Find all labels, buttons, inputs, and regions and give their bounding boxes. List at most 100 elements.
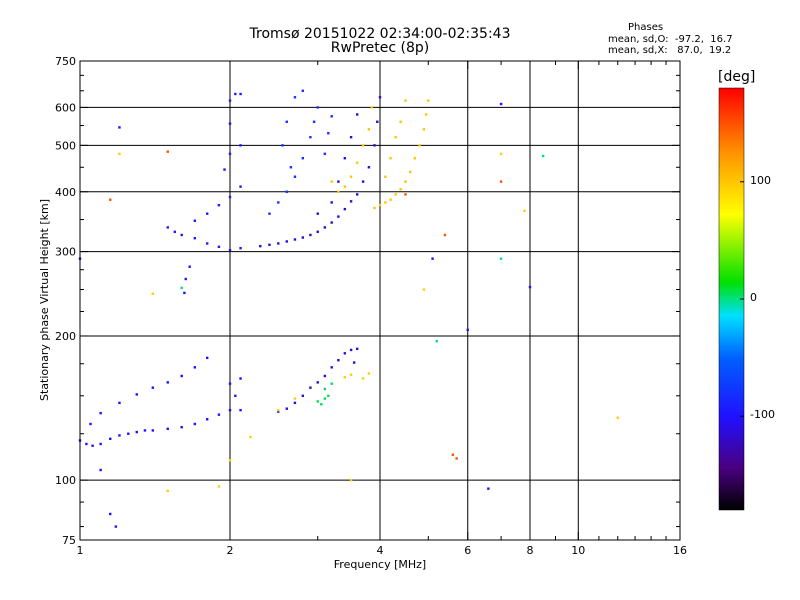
echo-point xyxy=(349,135,353,139)
echo-point xyxy=(268,212,271,215)
echo-point xyxy=(193,366,197,369)
echo-point xyxy=(293,238,297,241)
echo-point xyxy=(85,442,88,446)
echo-point xyxy=(277,242,280,245)
echo-point xyxy=(166,226,169,229)
y-axis-label: Stationary phase Virtual Height [km] xyxy=(38,199,51,401)
o-mode-stats: mean, sd,O: -97.2, 16.7 xyxy=(608,34,733,45)
echo-point xyxy=(394,135,397,139)
echo-point xyxy=(316,400,319,403)
echo-point xyxy=(188,265,191,268)
echo-point xyxy=(355,347,359,351)
echo-point xyxy=(239,246,242,250)
echo-point xyxy=(455,457,458,460)
echo-point xyxy=(409,170,412,174)
colorbar-tick-label: 0 xyxy=(750,291,757,304)
echo-point xyxy=(361,180,365,183)
echo-point xyxy=(355,161,359,164)
echo-point xyxy=(180,425,183,429)
echo-point xyxy=(228,122,232,125)
echo-point xyxy=(277,408,280,412)
x-axis-label: Frequency [MHz] xyxy=(334,558,426,571)
echo-point xyxy=(499,257,503,260)
x-tick-label: 1 xyxy=(77,544,84,557)
echo-point xyxy=(499,180,503,183)
echo-point xyxy=(323,152,327,156)
echo-point xyxy=(217,413,221,416)
echo-point xyxy=(367,128,371,131)
echo-point xyxy=(367,166,371,169)
echo-point xyxy=(285,120,288,123)
echo-point xyxy=(268,243,271,246)
echo-point xyxy=(343,376,347,379)
echo-point xyxy=(239,377,242,380)
echo-point xyxy=(323,226,327,229)
echo-point xyxy=(217,245,221,249)
colorbar-tick-label: 100 xyxy=(750,173,771,187)
echo-point xyxy=(422,288,426,291)
echo-point xyxy=(239,92,242,96)
echo-point xyxy=(301,157,305,160)
echo-point xyxy=(228,99,232,102)
echo-point xyxy=(180,233,183,237)
x-tick-label: 4 xyxy=(377,544,384,557)
echo-point xyxy=(443,233,447,237)
echo-point xyxy=(616,416,619,419)
y-tick-label: 400 xyxy=(55,186,76,199)
echo-point xyxy=(183,291,186,295)
echo-point xyxy=(316,212,319,215)
echo-point xyxy=(384,201,387,204)
echo-point xyxy=(316,381,319,384)
echo-point xyxy=(301,236,305,239)
echo-point xyxy=(184,277,187,281)
echo-point xyxy=(228,195,232,199)
echo-point xyxy=(249,435,252,439)
echo-point xyxy=(234,92,237,96)
echo-point xyxy=(301,394,305,398)
y-tick-label: 300 xyxy=(55,246,76,259)
echo-point xyxy=(217,203,221,207)
echo-point xyxy=(114,525,118,528)
echo-point xyxy=(89,422,92,426)
colorbar xyxy=(718,87,745,511)
echo-point xyxy=(378,96,382,99)
echo-point xyxy=(217,485,221,488)
echo-point xyxy=(285,407,288,410)
echo-point xyxy=(389,157,392,160)
echo-point xyxy=(109,512,112,516)
echo-point xyxy=(109,198,112,201)
echo-point xyxy=(376,120,379,123)
echo-point xyxy=(228,459,232,462)
echo-point xyxy=(337,215,340,218)
x-tick-label: 2 xyxy=(227,544,234,557)
echo-point xyxy=(361,377,365,380)
echo-point xyxy=(323,397,327,400)
echo-point xyxy=(180,374,183,378)
echo-point xyxy=(349,373,353,376)
x-tick-label: 10 xyxy=(571,544,585,557)
echo-point xyxy=(309,135,312,139)
echo-point xyxy=(118,401,121,405)
echo-point xyxy=(427,99,430,102)
echo-point xyxy=(228,408,232,412)
echo-point xyxy=(301,89,305,92)
chart-title: Tromsø 20151022 02:34:00-02:35:43 xyxy=(249,26,511,42)
echo-point xyxy=(370,106,373,109)
echo-point xyxy=(91,444,94,447)
echo-point xyxy=(293,96,297,99)
echo-point xyxy=(239,408,242,412)
echo-point xyxy=(118,152,121,156)
echo-point xyxy=(151,386,155,389)
y-tick-label: 75 xyxy=(62,534,76,547)
echo-point xyxy=(424,113,428,116)
echo-point xyxy=(309,386,312,389)
echo-point xyxy=(323,374,327,378)
echo-point xyxy=(349,175,353,178)
echo-point xyxy=(277,410,280,413)
echo-point xyxy=(413,157,417,160)
echo-point xyxy=(323,387,327,391)
y-tick-label: 600 xyxy=(55,101,76,114)
echo-point xyxy=(384,175,387,178)
echo-point xyxy=(193,236,197,240)
